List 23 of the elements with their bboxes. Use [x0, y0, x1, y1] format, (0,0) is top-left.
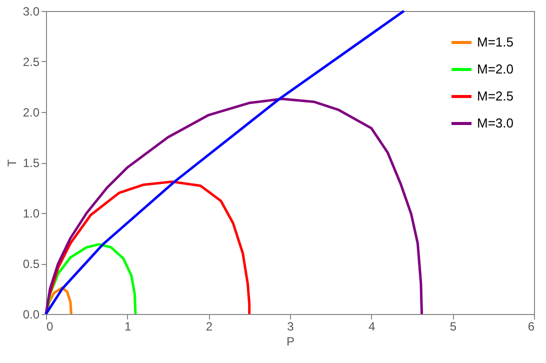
legend-label: M=3.0: [477, 116, 514, 130]
y-tick-label: 0.5: [22, 257, 40, 271]
y-tick-label: 1.0: [22, 206, 40, 220]
legend-label: M=2.0: [477, 62, 514, 76]
y-tick-label: 2.0: [22, 106, 40, 120]
legend-label: M=1.5: [477, 34, 514, 50]
line-series: [44, 98, 424, 316]
x-tick-label: 5: [450, 320, 457, 334]
line-series: [44, 10, 406, 316]
y-tick-label: 2.5: [22, 55, 40, 69]
x-tick-label: 3: [287, 320, 294, 334]
x-tick-label: 2: [206, 320, 213, 334]
y-tick-label: 3.0: [22, 4, 40, 18]
line-series: [48, 180, 251, 316]
y-axis-title: T: [4, 158, 19, 167]
x-tick-label: 6: [528, 320, 535, 334]
x-axis-title: P: [286, 334, 295, 348]
legend-label: M=2.5: [477, 88, 514, 104]
y-tick-label: 0.0: [22, 308, 40, 322]
x-tick-label: 4: [368, 320, 376, 334]
y-tick-label: 1.5: [22, 156, 40, 170]
x-tick-label: 1: [124, 320, 132, 334]
x-tick-label: 0: [46, 320, 54, 334]
